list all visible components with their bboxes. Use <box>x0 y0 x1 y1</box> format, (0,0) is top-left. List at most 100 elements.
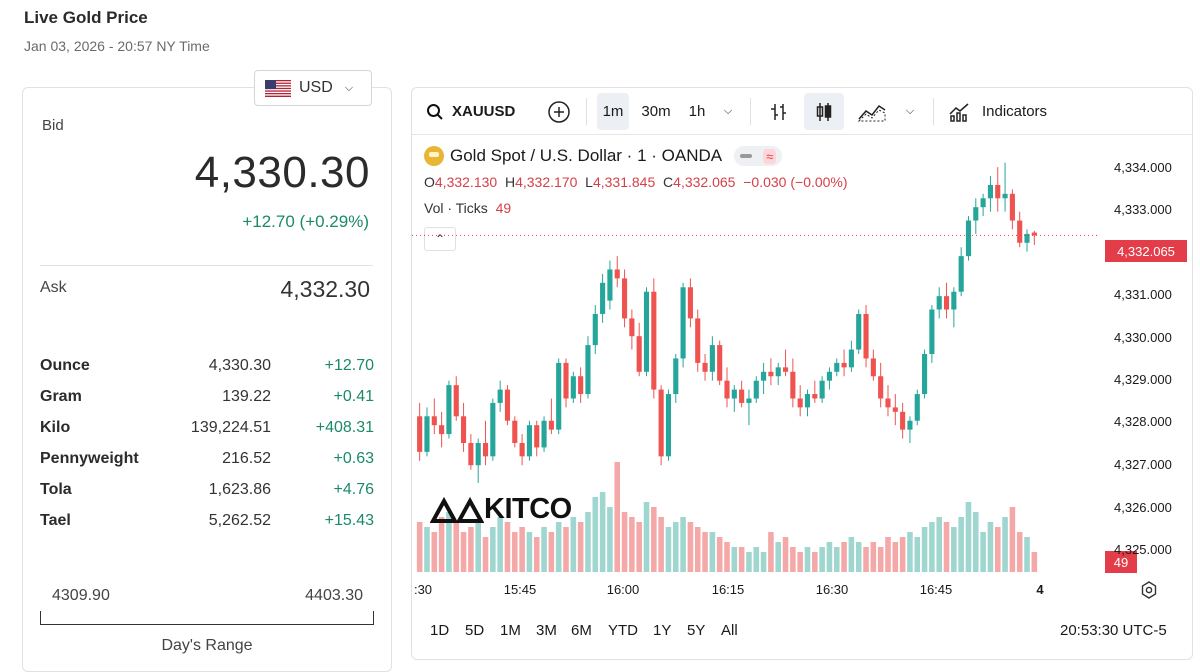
area-style-button[interactable] <box>852 93 892 130</box>
range-high: 4403.30 <box>305 587 363 604</box>
volume-bar <box>526 532 533 572</box>
range-1m-button[interactable]: 1M <box>500 622 521 639</box>
range-label: Day's Range <box>161 637 253 654</box>
toggle-icon[interactable]: ≈ <box>734 146 783 166</box>
x-tick-label: 4 <box>1036 582 1044 597</box>
volume-bar <box>965 502 972 572</box>
candle-body <box>431 416 437 426</box>
candle-body <box>812 394 818 399</box>
candle-body <box>958 256 964 292</box>
candle-body <box>1024 233 1030 243</box>
unit-name: Pennyweight <box>40 450 139 467</box>
volume-bar <box>555 522 562 572</box>
indicators-button[interactable]: Indicators <box>944 93 1064 130</box>
indicators-icon <box>949 102 969 122</box>
candle-body <box>541 420 547 448</box>
range-1y-button[interactable]: 1Y <box>653 622 672 639</box>
currency-select[interactable]: USD ⌵ <box>254 70 372 106</box>
x-tick-label: 16:45 <box>919 582 953 597</box>
volume-bar <box>775 542 782 572</box>
ohlc-values: O4,332.130 H4,332.170 L4,331.845 C4,332.… <box>424 174 848 190</box>
range-low: 4309.90 <box>52 587 110 604</box>
unit-price: 139.22 <box>222 388 271 405</box>
volume-bar <box>541 527 547 572</box>
candle-body <box>446 385 452 435</box>
chevron-down-icon: ⌵ <box>905 105 915 117</box>
chart-clock: 20:53:30 UTC-5 <box>1060 622 1167 639</box>
volume-bar <box>1024 537 1030 572</box>
candle-body <box>680 287 686 359</box>
interval-1h[interactable]: 1h <box>688 103 706 120</box>
bar-style-button[interactable] <box>764 93 794 130</box>
candle-body <box>519 442 525 457</box>
range-ytd-button[interactable]: YTD <box>608 622 638 639</box>
volume-bar <box>782 537 789 572</box>
unit-change: +4.76 <box>333 481 374 498</box>
range-1d-button[interactable]: 1D <box>430 622 450 639</box>
range-6m-button[interactable]: 6M <box>571 622 592 639</box>
volume-bar <box>812 552 818 572</box>
candle-body <box>995 184 1001 199</box>
volume-bar <box>1002 517 1008 572</box>
candle-body <box>914 394 920 421</box>
candle-body <box>834 362 840 372</box>
volume-bar <box>475 522 481 572</box>
volume-bar <box>468 527 474 572</box>
volume-bar <box>1031 552 1038 572</box>
interval-30m[interactable]: 30m <box>641 103 671 120</box>
chart-toolbar: XAUUSD 1m 30m 1h ⌵ ⌵ Indicators <box>412 88 1192 135</box>
page-title: Live Gold Price <box>24 8 148 27</box>
unit-change: +0.41 <box>333 388 374 405</box>
volume-bar <box>643 502 650 572</box>
volume-bar <box>519 527 525 572</box>
candle-body <box>556 362 562 430</box>
volume-legend: Vol · Ticks 49 <box>424 200 512 216</box>
compare-button[interactable] <box>544 93 574 130</box>
candlestick-chart[interactable] <box>412 136 1100 576</box>
range-5d-button[interactable]: 5D <box>465 622 485 639</box>
ask-label: Ask <box>40 279 67 296</box>
indicators-label: Indicators <box>982 103 1048 120</box>
candles-style-button[interactable] <box>804 93 844 130</box>
volume-bar <box>746 552 752 572</box>
y-tick-label: 4,326.000 <box>1114 500 1172 515</box>
symbol-search-button[interactable]: XAUUSD <box>420 93 520 130</box>
volume-bar <box>899 537 906 572</box>
settings-gear-icon[interactable] <box>1139 580 1159 600</box>
chevron-up-icon: ⌃ <box>434 232 446 246</box>
range-3m-button[interactable]: 3M <box>536 622 557 639</box>
volume-bar <box>599 492 606 572</box>
candle-body <box>856 313 862 350</box>
volume-bar <box>921 527 928 572</box>
candle-body <box>673 358 679 395</box>
candle-body <box>724 380 730 399</box>
y-tick-label: 4,333.000 <box>1114 202 1172 217</box>
candle-body <box>790 371 796 399</box>
volume-bar <box>680 517 686 572</box>
candle-body <box>1031 232 1037 236</box>
interval-dropdown[interactable]: ⌵ <box>717 93 739 130</box>
candle-body <box>819 380 825 399</box>
candle-body <box>614 269 620 279</box>
gold-coin-icon <box>424 146 444 166</box>
range-5y-button[interactable]: 5Y <box>687 622 706 639</box>
collapse-legend-button[interactable]: ⌃ <box>424 227 456 251</box>
interval-1m[interactable]: 1m <box>597 93 629 130</box>
chart-type-dropdown[interactable]: ⌵ <box>899 93 921 130</box>
volume-bar <box>614 462 621 572</box>
candle-body <box>775 367 781 377</box>
volume-bar <box>753 547 760 572</box>
volume-bar <box>694 527 701 572</box>
range-all-button[interactable]: All <box>721 622 738 639</box>
volume-bar <box>490 527 496 572</box>
volume-bar <box>804 547 811 572</box>
unit-row: Tael 5,262.52 +15.43 <box>40 512 374 536</box>
volume-bar <box>841 542 847 572</box>
candle-body <box>987 184 993 199</box>
volume-bar <box>987 522 994 572</box>
volume-bar <box>724 542 730 572</box>
candle-body <box>578 376 584 395</box>
volume-bar <box>651 507 657 572</box>
y-tick-label: 4,327.000 <box>1114 457 1172 472</box>
candle-body <box>585 345 591 395</box>
